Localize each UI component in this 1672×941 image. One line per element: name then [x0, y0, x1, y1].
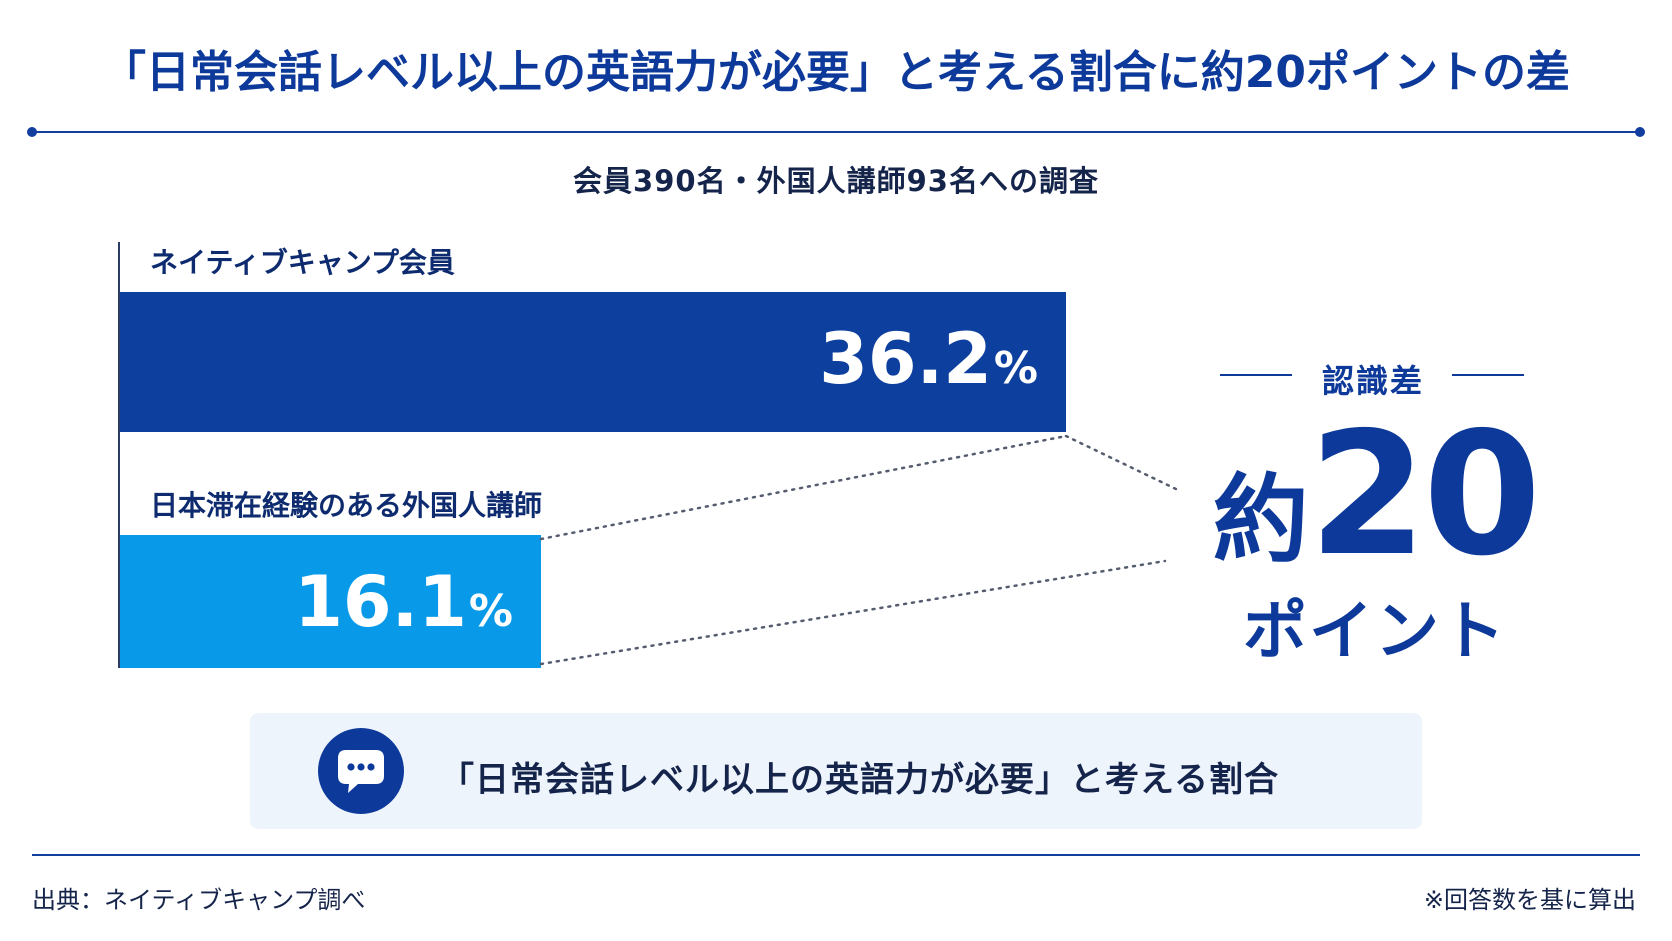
difference-unit: ポイント: [1243, 595, 1507, 669]
connector-line-bottom: [539, 559, 1167, 666]
page-title: 「日常会話レベル以上の英語力が必要」と考える割合に約20ポイントの差: [102, 47, 1570, 98]
source-text: 出典：ネイティブキャンプ調べ: [32, 886, 366, 914]
difference-number: 20: [1308, 396, 1542, 594]
diff-label-line-left: [1220, 374, 1292, 376]
difference-label: 認識差: [1321, 362, 1424, 400]
category-label-teachers: 日本滞在経験のある外国人講師: [150, 489, 543, 522]
bar-teachers: [120, 535, 541, 668]
chart-axis: [118, 242, 120, 668]
bar-members: [120, 292, 1066, 432]
divider-dot-right: [1635, 127, 1645, 137]
connector-line-right: [1064, 434, 1180, 492]
note-text: 「日常会話レベル以上の英語力が必要」と考える割合: [440, 760, 1279, 800]
bar-value-members: 36.2%: [819, 318, 1038, 400]
bottom-divider: [32, 854, 1640, 856]
chart-subtitle: 会員390名・外国人講師93名への調査: [573, 164, 1099, 198]
divider-dot-left: [27, 127, 37, 137]
connector-line-top: [539, 434, 1068, 541]
diff-label-line-right: [1452, 374, 1524, 376]
bar-value-teachers: 16.1%: [294, 561, 513, 643]
difference-prefix: 約: [1212, 464, 1309, 576]
note-box: [250, 713, 1422, 829]
difference-value: 約20: [1200, 410, 1550, 580]
category-label-members: ネイティブキャンプ会員: [150, 246, 455, 279]
footnote-text: ※回答数を基に算出: [1423, 886, 1636, 914]
top-divider: [32, 131, 1640, 133]
chat-bubble-icon: [318, 728, 404, 814]
